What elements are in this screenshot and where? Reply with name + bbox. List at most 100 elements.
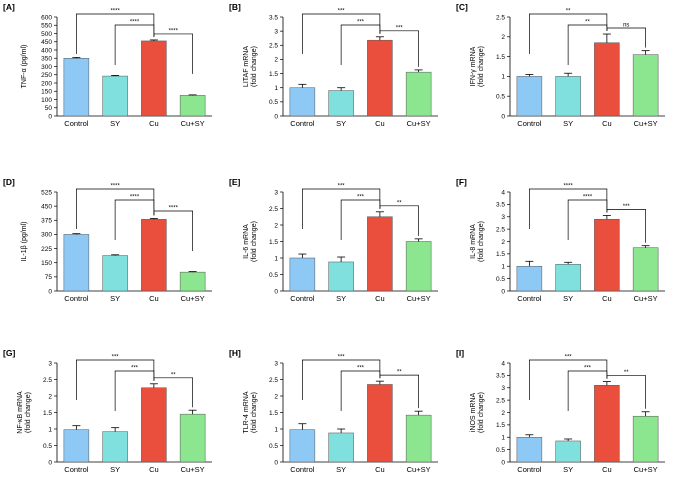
y-tick-label: 200 bbox=[41, 80, 52, 87]
significance-label: ** bbox=[566, 9, 571, 15]
y-axis-label-line: IFN-γ mRNA bbox=[470, 46, 477, 86]
y-tick-label: 3 bbox=[274, 360, 278, 367]
significance-label: ** bbox=[171, 372, 176, 378]
bar-cu-sy bbox=[632, 54, 659, 117]
x-category-label: Cu bbox=[149, 294, 159, 303]
significance-label: ** bbox=[397, 370, 402, 376]
y-tick-label: 1 bbox=[274, 426, 278, 433]
x-category-label: Control bbox=[290, 465, 315, 474]
x-category-label: Control bbox=[64, 465, 89, 474]
y-axis-label: IL-6 mRNA(fold change) bbox=[243, 221, 258, 262]
y-tick-label: 0.5 bbox=[496, 276, 505, 283]
y-tick-label: 250 bbox=[41, 72, 52, 79]
y-axis-label: IFN-γ mRNA(fold change) bbox=[470, 46, 485, 87]
bar-sy bbox=[102, 75, 128, 117]
y-tick-label: 3 bbox=[501, 214, 505, 221]
significance-bracket bbox=[606, 27, 646, 48]
bar-control bbox=[289, 257, 316, 292]
significance-label: *** bbox=[112, 355, 120, 361]
bar-control bbox=[289, 429, 316, 463]
x-category-label: Control bbox=[517, 465, 542, 474]
y-tick-label: 300 bbox=[41, 232, 52, 239]
x-category-label: SY bbox=[336, 119, 346, 128]
significance-bracket bbox=[302, 13, 381, 54]
significance-label: ** bbox=[397, 200, 402, 206]
y-axis-label-line: TNF-α (pg/ml) bbox=[21, 45, 28, 89]
significance-bracket bbox=[567, 370, 608, 411]
x-category-label: Cu bbox=[375, 119, 385, 128]
y-tick-label: 1 bbox=[501, 435, 505, 442]
significance-bracket bbox=[302, 359, 381, 400]
significance-bracket bbox=[529, 359, 608, 400]
significance-label: *** bbox=[357, 366, 365, 372]
panel-label: [D] bbox=[3, 177, 15, 187]
bar-cu-sy bbox=[405, 241, 432, 292]
x-category-label: SY bbox=[336, 465, 346, 474]
chart-panel-5: [F] 0 0.5 1 1.5 2 2.5 3 3.5 4 IL-8 mRNA(fold chang… bbox=[456, 177, 665, 303]
y-tick-label: 350 bbox=[41, 56, 52, 63]
y-tick-label: 0.5 bbox=[496, 94, 505, 101]
y-tick-label: 150 bbox=[41, 89, 52, 96]
y-tick-label: 2.5 bbox=[496, 397, 505, 404]
y-tick-label: 2.5 bbox=[496, 14, 505, 21]
y-tick-label: 3.5 bbox=[496, 202, 505, 209]
y-tick-label: 450 bbox=[41, 39, 52, 46]
bar-cu bbox=[594, 385, 620, 463]
x-category-label: Cu+SY bbox=[407, 294, 431, 303]
x-category-label: Cu bbox=[149, 465, 159, 474]
bar-cu-sy bbox=[179, 95, 206, 117]
y-tick-label: 2 bbox=[501, 239, 505, 246]
bar-cu bbox=[141, 219, 167, 292]
y-tick-label: 0 bbox=[501, 288, 505, 295]
bar-control bbox=[63, 429, 90, 463]
panel-label: [A] bbox=[3, 2, 15, 12]
bar-control bbox=[289, 87, 316, 117]
bar-cu-sy bbox=[405, 414, 432, 463]
y-tick-label: 4 bbox=[501, 360, 505, 367]
y-tick-label: 150 bbox=[41, 260, 52, 267]
panel-label: [C] bbox=[456, 2, 468, 12]
bar-sy bbox=[555, 264, 581, 292]
y-tick-label: 375 bbox=[41, 218, 52, 225]
significance-label: *** bbox=[338, 184, 346, 190]
bar-cu-sy bbox=[632, 415, 659, 463]
y-tick-label: 600 bbox=[41, 14, 52, 21]
y-tick-label: 2.5 bbox=[43, 377, 52, 384]
bar-sy bbox=[555, 76, 581, 117]
significance-label: *** bbox=[357, 20, 365, 26]
bar-sy bbox=[555, 440, 581, 463]
y-axis-label-line: (fold change) bbox=[251, 46, 258, 87]
bar-cu-sy bbox=[405, 71, 432, 117]
y-tick-label: 3 bbox=[501, 385, 505, 392]
bar-sy bbox=[102, 255, 128, 292]
bar-cu bbox=[594, 42, 620, 117]
significance-label: **** bbox=[130, 195, 140, 201]
significance-bracket bbox=[340, 199, 381, 240]
y-tick-label: 3 bbox=[274, 189, 278, 196]
y-tick-label: 450 bbox=[41, 203, 52, 210]
bar-cu bbox=[141, 387, 167, 463]
significance-label: **** bbox=[110, 9, 120, 15]
significance-bracket bbox=[302, 188, 381, 229]
significance-label: **** bbox=[130, 20, 140, 26]
y-axis-label: NF-κB mRNA(fold change) bbox=[17, 391, 32, 434]
significance-bracket bbox=[153, 377, 193, 408]
y-tick-label: 2 bbox=[501, 410, 505, 417]
bar-cu-sy bbox=[632, 247, 659, 292]
significance-bracket bbox=[114, 370, 155, 411]
significance-bracket bbox=[153, 33, 193, 74]
y-axis-label: IL-8 mRNA(fold change) bbox=[470, 221, 485, 262]
bar-cu-sy bbox=[179, 413, 206, 463]
bar-sy bbox=[328, 432, 354, 463]
bar-control bbox=[516, 437, 543, 463]
y-tick-label: 50 bbox=[45, 105, 53, 112]
bar-cu bbox=[367, 384, 393, 463]
y-tick-label: 2 bbox=[501, 34, 505, 41]
y-axis-label: TNF-α (pg/ml) bbox=[21, 45, 28, 89]
significance-label: *** bbox=[338, 9, 346, 15]
x-category-label: Cu+SY bbox=[634, 294, 658, 303]
significance-label: **** bbox=[563, 184, 573, 190]
significance-bracket bbox=[379, 205, 419, 236]
y-tick-label: 2 bbox=[274, 222, 278, 229]
significance-label: ns bbox=[623, 23, 629, 29]
